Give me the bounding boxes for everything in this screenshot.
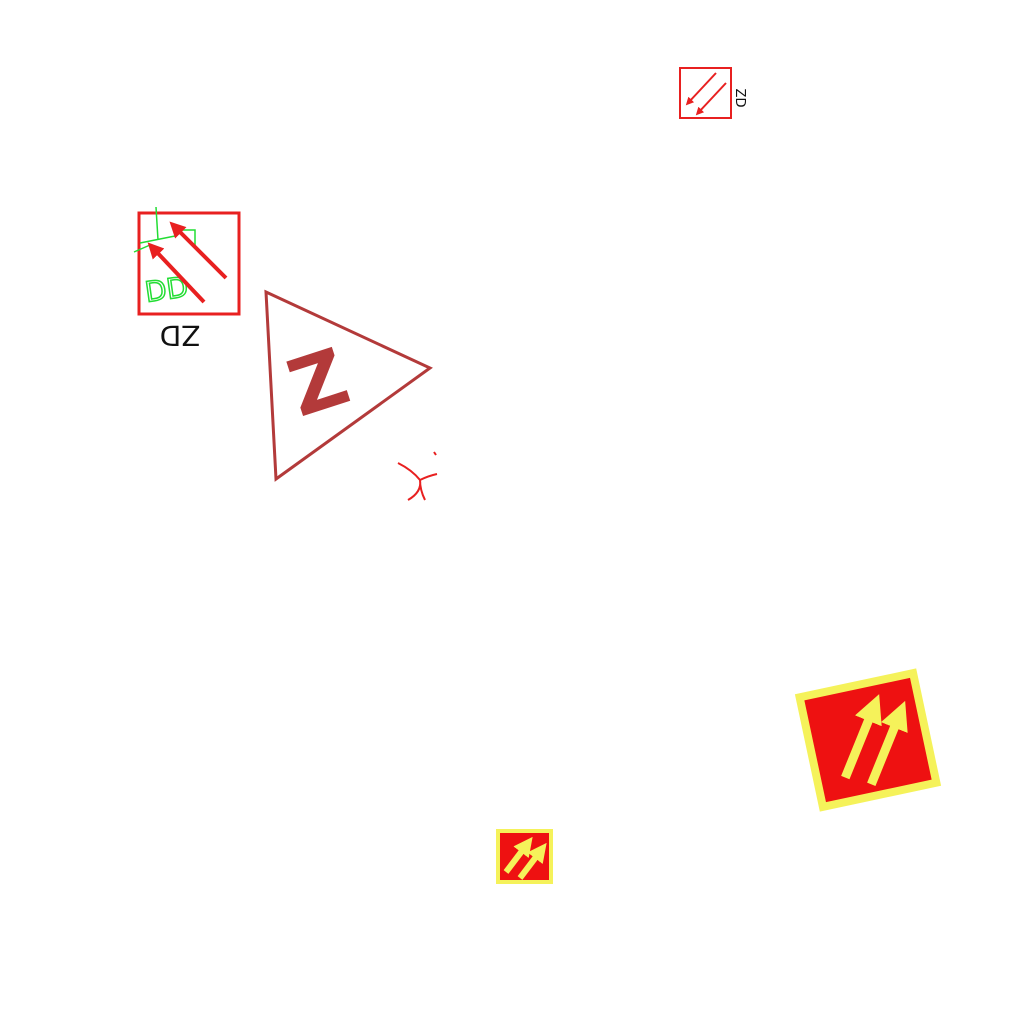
green-handwritten-mark: DD <box>133 206 196 310</box>
green-mark-text: DD <box>143 270 190 309</box>
triangle-symbol: Z <box>264 289 433 482</box>
small-red-outline-box: ZD <box>679 67 747 119</box>
scribble-icon <box>397 451 438 501</box>
large-red-outline-box: DD ZD <box>133 206 241 352</box>
double-arrow-up-right-icon <box>841 694 908 786</box>
yellow-red-tile-small <box>496 829 553 884</box>
box-label-small: ZD <box>732 89 747 108</box>
triangle-icon <box>264 289 433 482</box>
box-label-large: ZD <box>160 319 201 352</box>
double-arrow-down-left-icon <box>685 72 727 116</box>
red-scribble <box>397 451 438 501</box>
double-arrow-up-left-icon <box>147 221 228 304</box>
triangle-letter: Z <box>278 332 360 435</box>
double-arrow-up-right-icon <box>503 836 547 880</box>
yellow-red-tile-large <box>794 668 942 812</box>
